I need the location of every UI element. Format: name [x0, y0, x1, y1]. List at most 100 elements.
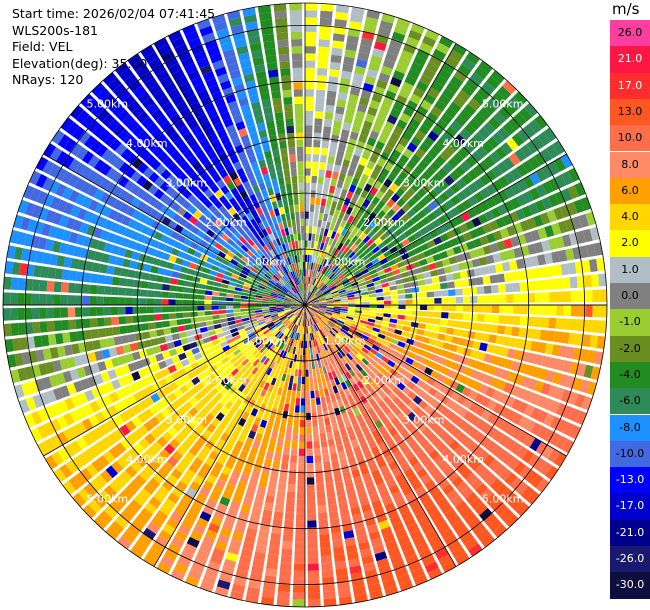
- radar-gate: [244, 405, 253, 414]
- radar-gate: [277, 46, 290, 55]
- radar-gate: [41, 376, 52, 390]
- radar-gate: [191, 376, 201, 386]
- radar-gate: [402, 362, 411, 371]
- radar-gate: [561, 234, 572, 247]
- radar-gate: [465, 51, 480, 65]
- radar-gate: [105, 526, 120, 540]
- radar-gate: [436, 442, 448, 454]
- radar-gate: [423, 233, 433, 242]
- radar-gate: [192, 199, 203, 209]
- radar-gate: [238, 52, 251, 62]
- radar-gate: [299, 291, 303, 299]
- radar-gate: [297, 305, 305, 307]
- radar-gate: [331, 362, 338, 371]
- radar-gate: [440, 366, 450, 376]
- radar-gate: [474, 405, 486, 417]
- radar-gate: [442, 342, 451, 351]
- radar-gate: [319, 302, 327, 305]
- radar-gate: [386, 411, 396, 421]
- radar-gate: [370, 445, 381, 456]
- radar-gate: [318, 526, 330, 535]
- radar-gate: [10, 308, 18, 321]
- radar-gate: [445, 273, 454, 282]
- radar-gate: [345, 485, 356, 495]
- radar-gate: [155, 424, 167, 435]
- radar-gate: [196, 549, 210, 561]
- radar-gate: [108, 391, 120, 403]
- radar-gate: [454, 280, 463, 288]
- radar-gate: [264, 273, 272, 280]
- radar-gate: [402, 548, 417, 560]
- radar-gate: [190, 429, 201, 440]
- radar-gate: [182, 343, 191, 352]
- radar-gate: [221, 233, 230, 242]
- radar-gate: [82, 433, 94, 446]
- radar-gate: [429, 229, 439, 239]
- radar-gate: [341, 365, 349, 374]
- radar-gate: [310, 308, 318, 314]
- radar-gate: [244, 350, 252, 358]
- radar-gate: [457, 419, 468, 431]
- radar-gate: [235, 408, 244, 418]
- radar-gate: [293, 563, 305, 572]
- radar-gate: [279, 278, 286, 285]
- radar-gate: [291, 390, 296, 398]
- radar-gate: [207, 167, 218, 178]
- radar-gate: [106, 337, 116, 347]
- radar-gate: [286, 125, 295, 134]
- radar-gate: [224, 391, 233, 400]
- radar-gate: [63, 256, 73, 268]
- radar-gate: [365, 324, 374, 331]
- radar-gate: [147, 281, 156, 290]
- radar-gate: [420, 357, 430, 366]
- radar-gate: [300, 347, 303, 356]
- radar-gate: [49, 253, 59, 266]
- radar-gate: [296, 310, 301, 317]
- radar-gate: [325, 296, 333, 300]
- radar-gate: [314, 212, 319, 220]
- radar-gate: [255, 312, 263, 316]
- radar-gate: [267, 384, 275, 393]
- radar-gate: [65, 244, 76, 256]
- radar-gate: [480, 266, 490, 276]
- radar-gate: [269, 324, 276, 331]
- radar-gate: [590, 366, 601, 381]
- radar-gate: [431, 325, 440, 333]
- radar-gate: [316, 483, 325, 492]
- radar-gate: [101, 93, 116, 107]
- radar-gate: [321, 275, 328, 283]
- radar-gate: [462, 231, 473, 242]
- radar-gate: [569, 318, 578, 331]
- radar-gate: [306, 319, 309, 327]
- radar-gate: [256, 152, 265, 162]
- radar-gate: [37, 441, 50, 456]
- radar-gate: [238, 355, 247, 363]
- radar-gate: [463, 410, 474, 422]
- radar-gate: [175, 257, 184, 266]
- radar-gate: [262, 339, 270, 346]
- radar-gate: [310, 190, 316, 198]
- radar-gate: [302, 290, 305, 298]
- radar-gate: [310, 309, 317, 315]
- radar-gate: [376, 79, 388, 90]
- radar-gate: [266, 321, 274, 327]
- radar-gate: [270, 292, 279, 297]
- radar-gate: [155, 510, 168, 523]
- radar-gate: [255, 191, 263, 200]
- radar-gate: [279, 562, 292, 571]
- radar-gate: [280, 555, 292, 564]
- radar-gate: [428, 485, 441, 497]
- radar-gate: [392, 521, 405, 533]
- radar-gate: [317, 311, 325, 316]
- radar-gate: [288, 290, 295, 296]
- radar-gate: [81, 196, 93, 209]
- radar-gate: [288, 360, 294, 369]
- radar-gate: [460, 467, 473, 480]
- radar-gate: [383, 266, 392, 274]
- radar-gate: [307, 291, 311, 299]
- radar-gate: [526, 280, 535, 292]
- radar-gate: [340, 308, 348, 312]
- radar-gate: [369, 589, 384, 600]
- radar-gate: [422, 194, 433, 205]
- radar-gate: [544, 252, 554, 265]
